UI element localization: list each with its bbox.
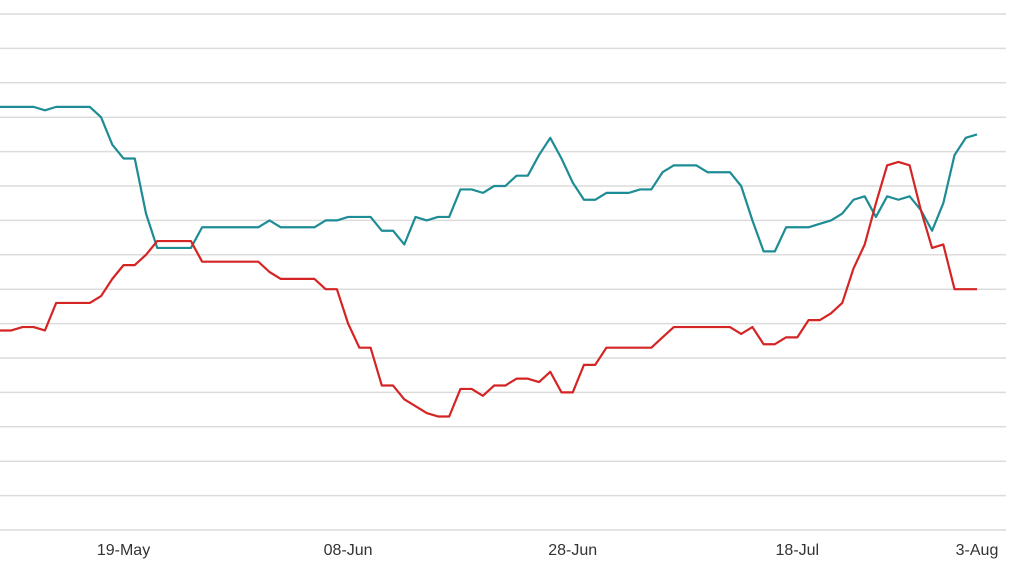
x-tick-label: 08-Jun — [324, 542, 373, 559]
data-line — [0, 160, 977, 418]
x-tick-label: 3-Aug — [956, 542, 999, 559]
x-tick-label: 19-May — [97, 542, 150, 559]
data-line — [0, 105, 978, 253]
x-tick-label: 18-Jul — [776, 542, 820, 559]
x-tick-label: 28-Jun — [548, 542, 597, 559]
